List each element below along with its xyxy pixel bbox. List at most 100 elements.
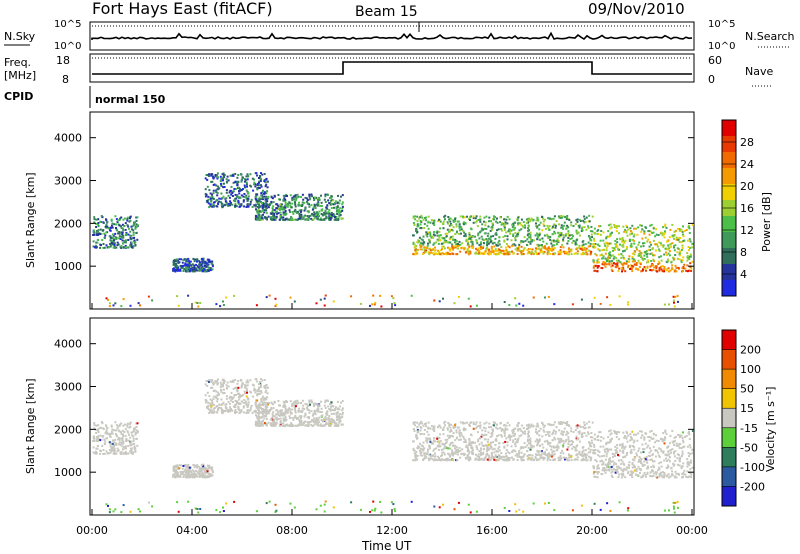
power-point	[275, 210, 278, 213]
power-point	[341, 209, 344, 212]
power-point	[544, 245, 546, 248]
power-point	[487, 237, 490, 240]
velocity-point	[135, 438, 138, 440]
power-point	[660, 255, 663, 258]
power-point	[186, 267, 189, 270]
power-point	[581, 244, 584, 247]
velocity-point	[472, 421, 475, 424]
velocity-point	[188, 469, 191, 472]
power-point	[125, 231, 128, 234]
velocity-point	[207, 381, 210, 383]
power-point	[464, 222, 467, 225]
velocity-point	[308, 416, 311, 419]
power-point	[535, 251, 538, 254]
power-point	[111, 226, 114, 229]
power-point	[99, 233, 101, 236]
power-point	[108, 305, 111, 308]
power-point	[265, 178, 268, 181]
power-point	[690, 270, 693, 272]
velocity-point	[306, 416, 309, 419]
power-point	[320, 194, 322, 197]
power-point	[270, 202, 273, 205]
power-point	[249, 200, 252, 203]
power-point	[576, 218, 579, 221]
power-point	[587, 225, 589, 228]
velocity-point	[258, 416, 261, 418]
power-point	[554, 226, 557, 229]
power-point	[663, 268, 666, 271]
velocity-point	[258, 409, 261, 412]
power-point	[468, 232, 471, 234]
velocity-point	[230, 380, 233, 383]
velocity-point	[188, 466, 191, 469]
velocity-point	[336, 408, 339, 411]
velocity-point	[326, 410, 329, 413]
power-point	[530, 253, 533, 256]
power-point	[596, 264, 599, 267]
power-point	[641, 228, 644, 231]
velocity-point	[580, 433, 583, 436]
power-point	[201, 267, 203, 270]
power-point	[527, 224, 530, 227]
velocity-point	[229, 410, 231, 413]
power-point	[691, 246, 694, 249]
power-point	[551, 248, 554, 250]
velocity-point	[297, 401, 300, 404]
power-point	[222, 304, 225, 306]
power-point	[93, 218, 96, 221]
power-point	[115, 228, 118, 231]
y-tick-label: 4000	[54, 132, 82, 145]
velocity-point	[575, 437, 578, 440]
power-point	[524, 226, 527, 229]
velocity-point	[253, 389, 256, 392]
power-point	[616, 225, 619, 228]
velocity-point	[316, 423, 319, 426]
power-point	[480, 235, 483, 238]
velocity-point	[260, 378, 262, 381]
power-point	[666, 248, 669, 251]
power-point	[518, 302, 521, 305]
power-point	[209, 196, 212, 199]
power-point	[132, 231, 135, 234]
power-point	[626, 246, 628, 248]
power-point	[650, 269, 653, 272]
velocity-point	[310, 423, 313, 426]
velocity-point	[211, 471, 214, 474]
power-point	[261, 196, 264, 199]
velocity-point	[106, 452, 109, 455]
power-point	[260, 178, 263, 181]
velocity-point	[472, 423, 475, 426]
power-point	[682, 267, 685, 270]
power-point	[608, 252, 610, 255]
power-point	[220, 177, 223, 180]
power-point	[463, 247, 466, 250]
power-point	[605, 236, 608, 238]
power-point	[688, 257, 691, 260]
power-point	[277, 194, 280, 196]
power-point	[667, 258, 669, 261]
velocity-point	[282, 412, 285, 415]
power-point	[552, 253, 555, 256]
power-point	[223, 174, 226, 176]
power-point	[689, 262, 692, 265]
velocity-point	[120, 442, 123, 445]
power-point	[300, 196, 302, 198]
power-point	[108, 302, 111, 305]
power-point	[485, 238, 488, 241]
power-point	[615, 245, 617, 248]
power-point	[509, 232, 512, 235]
power-point	[211, 205, 214, 208]
power-panel-frame	[89, 111, 695, 310]
velocity-point	[243, 390, 246, 393]
power-point	[517, 216, 520, 219]
power-point	[614, 265, 617, 268]
power-point	[323, 304, 326, 307]
power-point	[655, 266, 658, 269]
power-point	[565, 227, 568, 230]
velocity-point	[582, 425, 585, 428]
power-point	[654, 249, 657, 252]
velocity-point	[193, 472, 196, 475]
power-point	[549, 235, 552, 238]
power-point	[529, 242, 532, 245]
power-point	[244, 186, 246, 189]
